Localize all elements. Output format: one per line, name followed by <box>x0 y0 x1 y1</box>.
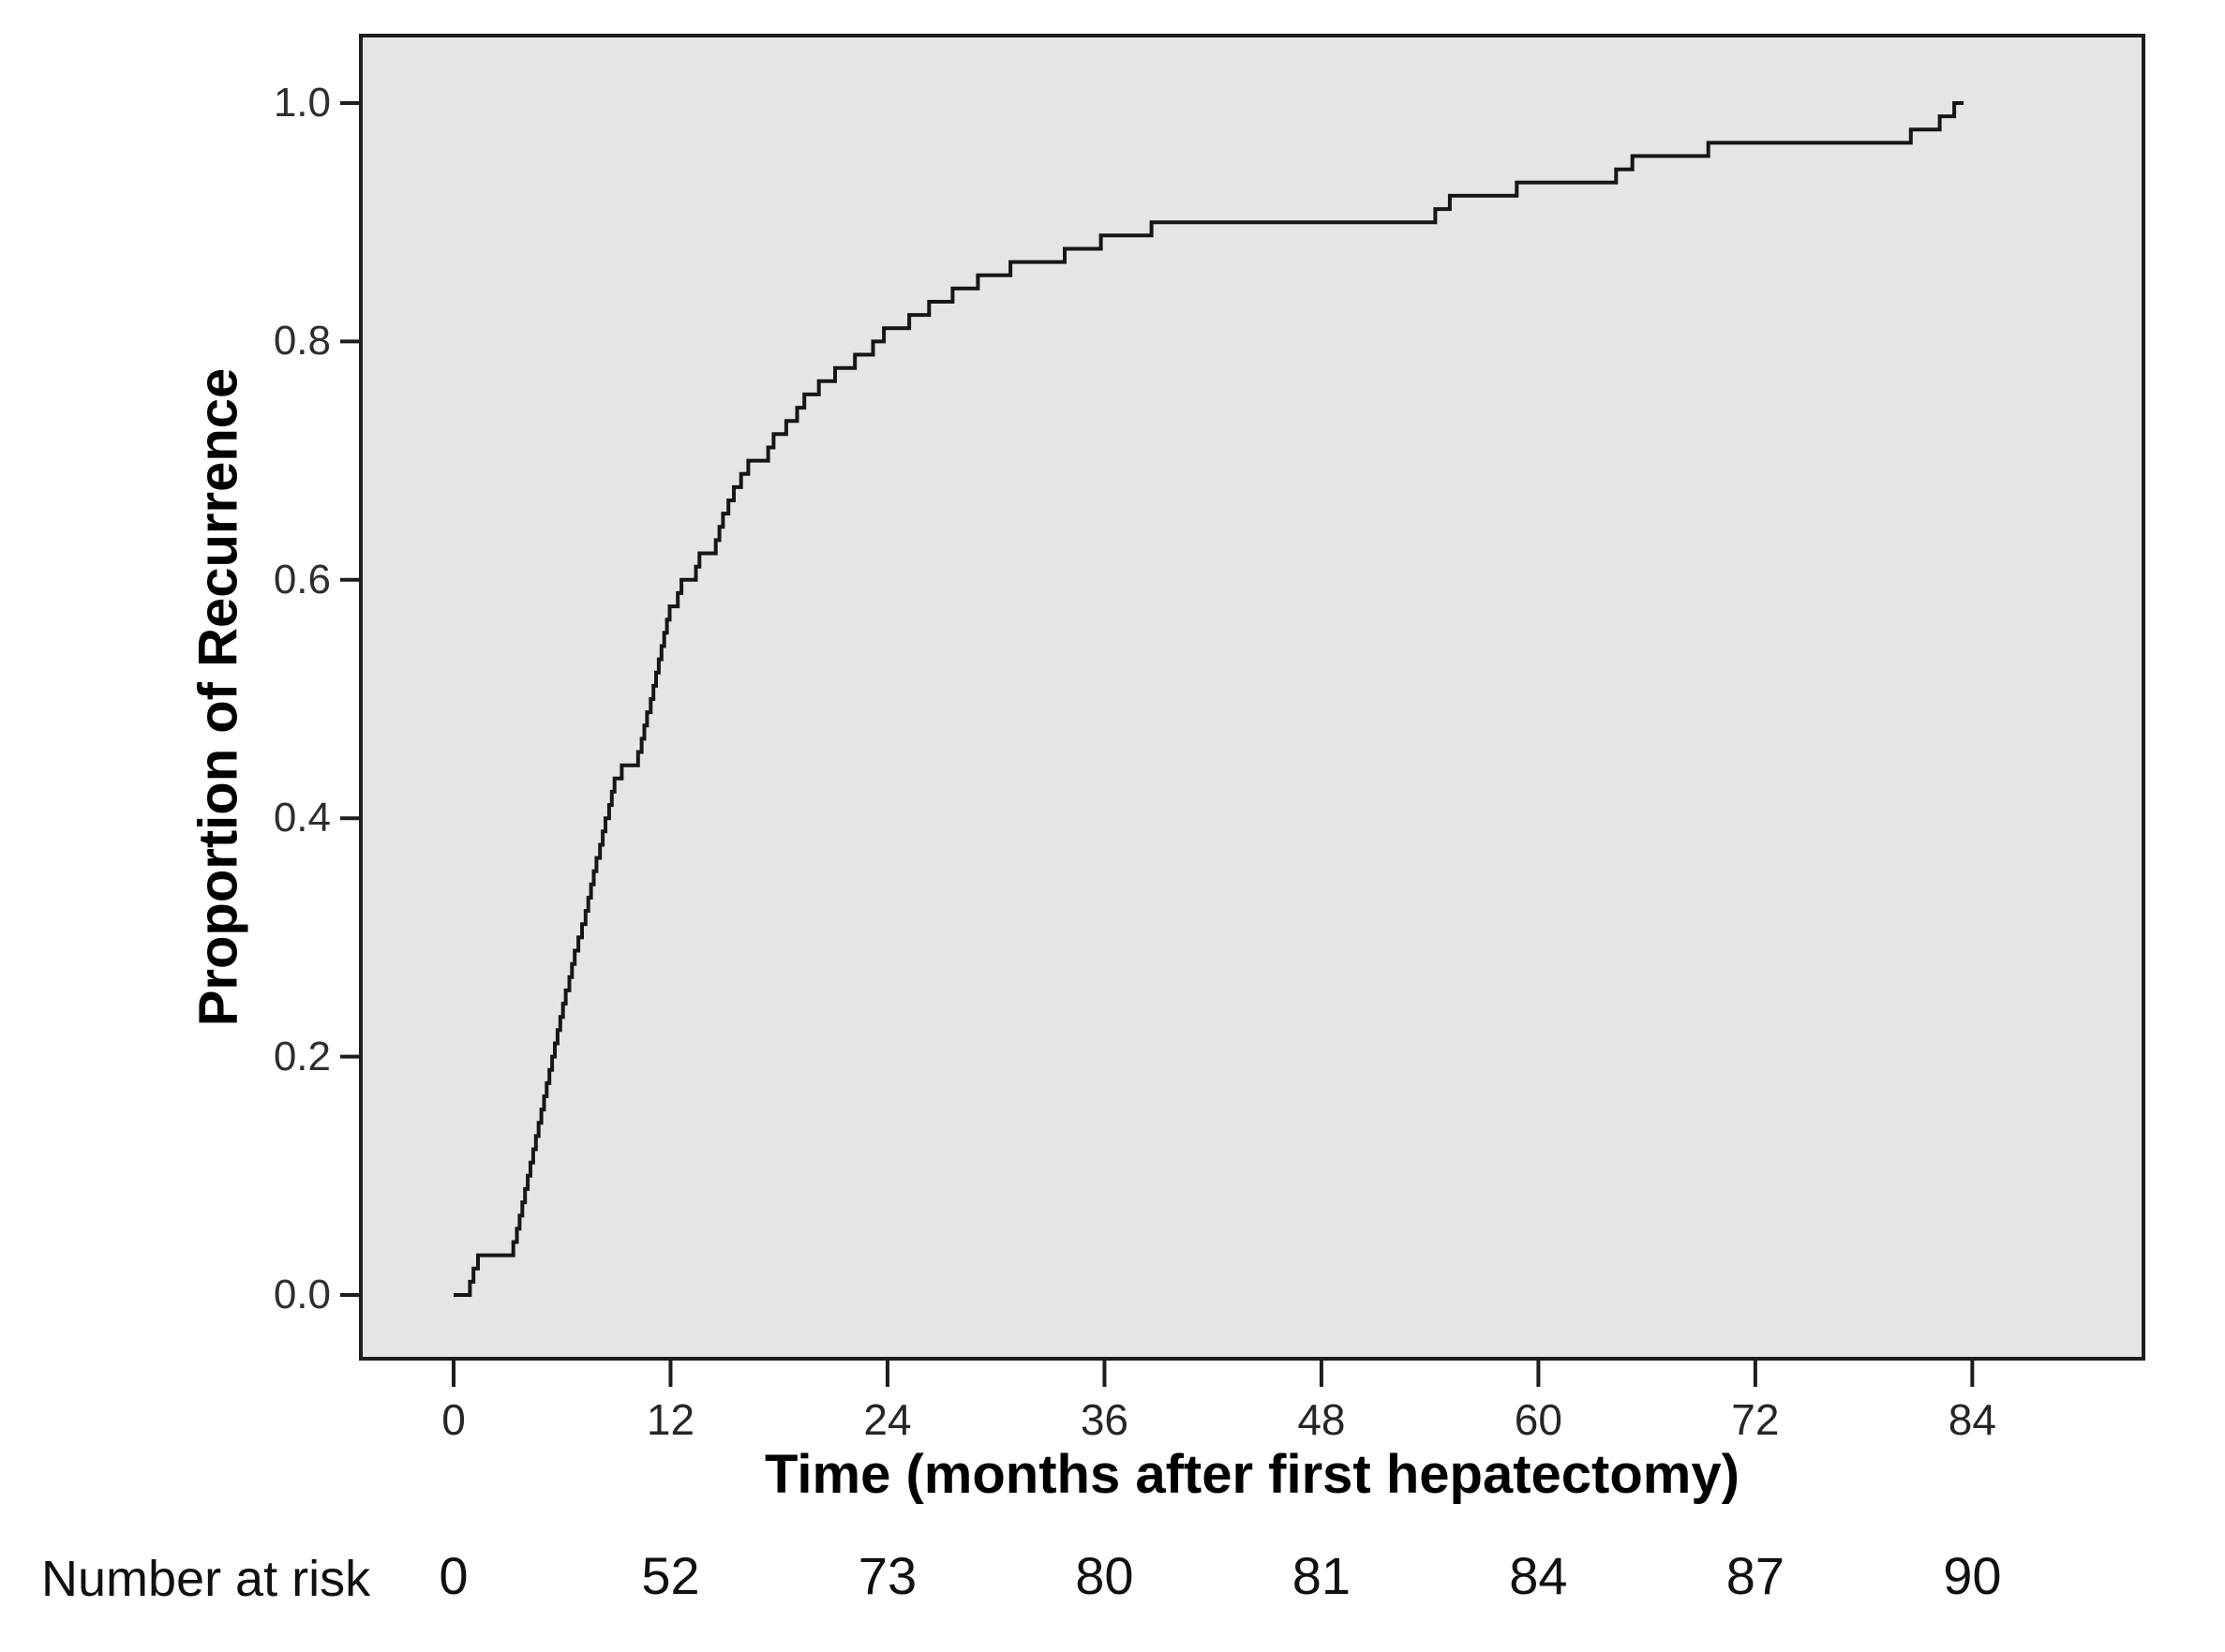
risk-row-label: Number at risk <box>41 1551 371 1607</box>
risk-count: 52 <box>641 1546 700 1605</box>
axis-tick-marks <box>340 101 1975 1387</box>
risk-count: 87 <box>1725 1546 1785 1605</box>
risk-count: 90 <box>1943 1546 2002 1605</box>
x-tick-label: 36 <box>1080 1395 1129 1444</box>
y-tick-label: 1.0 <box>273 80 331 126</box>
y-tick-label: 0.8 <box>273 318 331 365</box>
x-tick-label: 12 <box>646 1395 695 1444</box>
recurrence-curve <box>454 101 1964 1297</box>
x-tick-label: 60 <box>1514 1395 1562 1444</box>
risk-count: 80 <box>1075 1546 1134 1605</box>
risk-count: 84 <box>1509 1546 1568 1605</box>
y-tick-label: 0.4 <box>273 795 331 841</box>
x-tick-label: 0 <box>441 1395 466 1444</box>
risk-count: 73 <box>858 1546 918 1605</box>
y-tick-label: 0.0 <box>273 1272 331 1317</box>
y-tick-label: 0.2 <box>273 1033 331 1079</box>
x-axis-title: Time (months after first hepatectomy) <box>765 1444 1740 1505</box>
risk-count: 0 <box>439 1546 469 1605</box>
y-axis-title: Proportion of Recurrence <box>187 367 249 1027</box>
x-tick-label: 48 <box>1297 1395 1346 1444</box>
plot-frame <box>359 34 2145 1361</box>
x-tick-label: 72 <box>1731 1395 1780 1444</box>
y-tick-label: 0.6 <box>273 556 331 603</box>
x-tick-label: 84 <box>1948 1395 1996 1444</box>
risk-count: 81 <box>1292 1546 1351 1605</box>
x-tick-label: 24 <box>863 1395 912 1444</box>
